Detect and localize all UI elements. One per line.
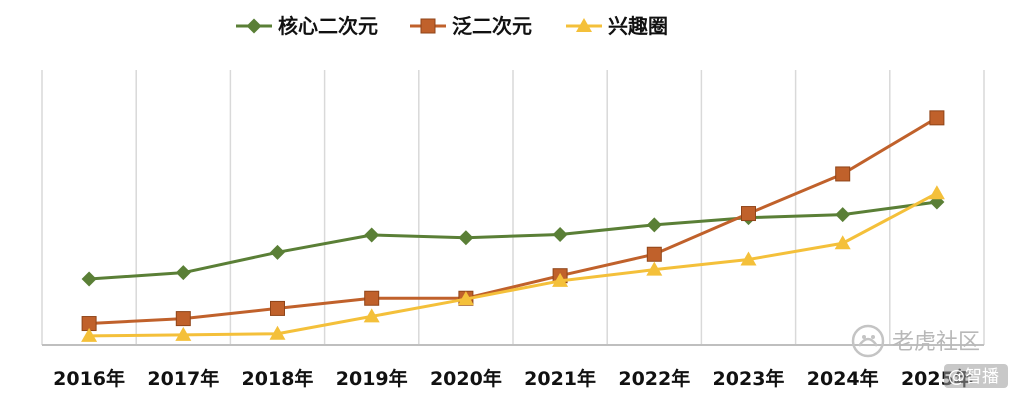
data-point bbox=[270, 300, 285, 316]
series-line bbox=[89, 116, 938, 326]
series-line bbox=[89, 191, 938, 338]
data-point bbox=[834, 235, 851, 250]
data-point bbox=[740, 251, 757, 266]
data-point bbox=[928, 185, 945, 200]
data-point bbox=[458, 230, 474, 246]
data-point bbox=[175, 311, 191, 327]
data-point bbox=[646, 246, 662, 262]
data-point bbox=[646, 217, 662, 233]
legend-label: 核心二次元 bbox=[278, 14, 378, 38]
x-tick-label: 2017年 bbox=[147, 367, 219, 390]
watermark: 老虎社区 @智播 bbox=[851, 324, 1008, 388]
legend-label: 泛二次元 bbox=[452, 14, 532, 38]
x-tick-label: 2016年 bbox=[53, 367, 125, 390]
data-point bbox=[175, 265, 191, 281]
watermark-small-text: @智播 bbox=[948, 367, 999, 387]
x-tick-label: 2022年 bbox=[618, 367, 690, 390]
x-tick-label: 2019年 bbox=[336, 367, 408, 390]
x-tick-label: 2023年 bbox=[713, 367, 785, 390]
data-point bbox=[81, 327, 98, 342]
data-point bbox=[741, 206, 756, 222]
legend-label: 兴趣圈 bbox=[608, 14, 668, 38]
x-tick-labels: 2016年 2017年 2018年 2019年 2020年 2021年 2022年 2023年… bbox=[53, 367, 973, 390]
series-line bbox=[88, 200, 938, 281]
series-3 bbox=[81, 185, 945, 342]
data-point bbox=[552, 226, 568, 242]
data-point bbox=[364, 227, 380, 243]
data-point bbox=[175, 326, 192, 341]
data-point bbox=[81, 271, 97, 287]
data-point bbox=[364, 290, 380, 306]
legend-item: 兴趣圈 bbox=[566, 14, 668, 38]
data-point bbox=[270, 244, 285, 260]
tiger-logo-icon bbox=[851, 324, 885, 358]
x-tick-label: 2024年 bbox=[807, 367, 879, 390]
data-point bbox=[269, 325, 286, 340]
x-tick-label: 2018年 bbox=[242, 367, 314, 390]
data-point bbox=[835, 166, 851, 182]
data-point bbox=[929, 110, 945, 126]
data-point bbox=[457, 291, 474, 306]
watermark-logo-text: 老虎社区 bbox=[892, 330, 980, 355]
legend-marker bbox=[576, 18, 592, 32]
legend-marker bbox=[246, 18, 262, 34]
x-tick-label: 2020年 bbox=[430, 367, 502, 390]
legend-item: 核心二次元 bbox=[236, 14, 378, 38]
data-point bbox=[835, 207, 851, 223]
legend: 核心二次元 泛二次元 兴趣圈 bbox=[236, 14, 668, 38]
data-point bbox=[363, 308, 380, 323]
series-layer bbox=[81, 110, 945, 342]
x-tick-label: 2021年 bbox=[524, 367, 596, 390]
data-point bbox=[646, 261, 663, 276]
data-point bbox=[552, 272, 569, 287]
legend-marker bbox=[420, 18, 436, 34]
legend-item: 泛二次元 bbox=[410, 14, 532, 38]
